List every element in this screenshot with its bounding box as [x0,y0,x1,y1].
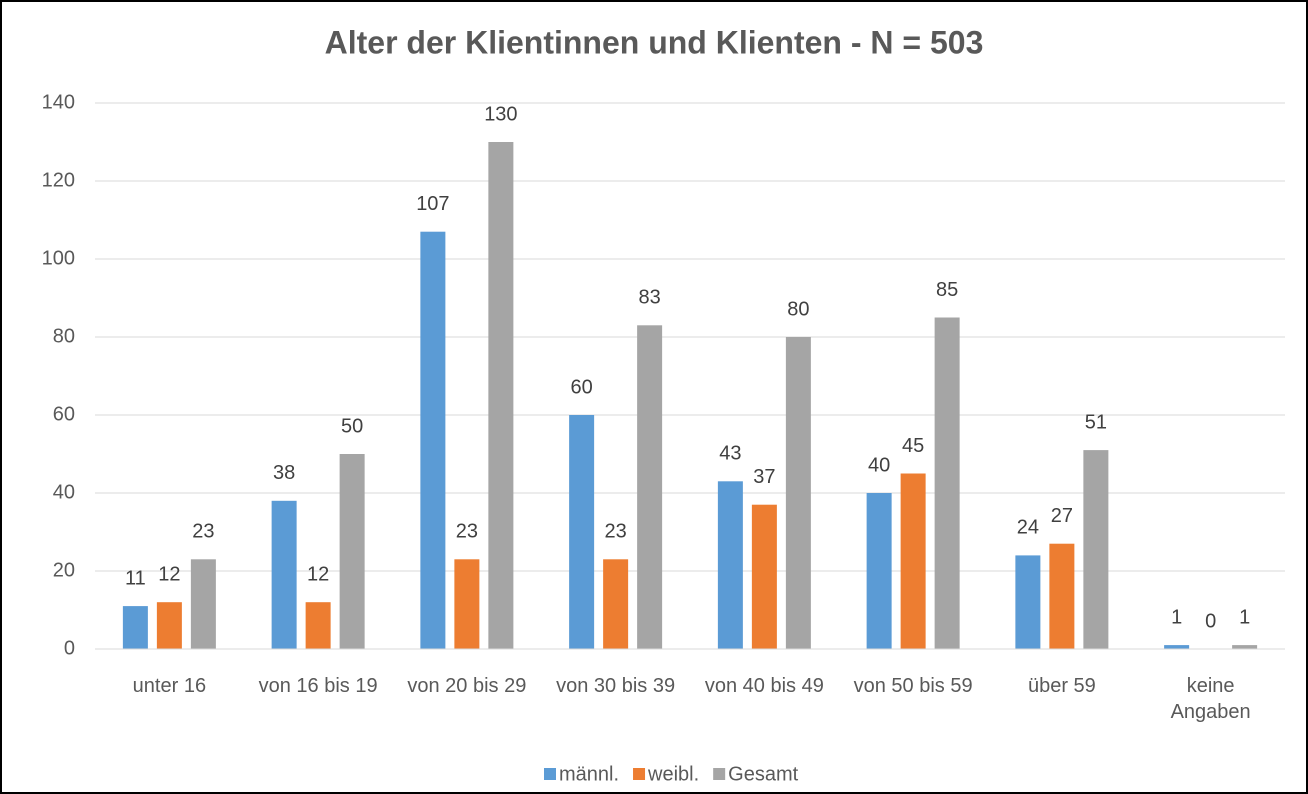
y-tick-label: 60 [53,403,75,425]
bar [637,325,663,649]
bar [1164,645,1190,649]
data-label: 45 [902,435,924,457]
data-label: 85 [936,279,958,301]
bar [900,473,926,649]
x-tick-label: von 30 bis 39 [556,675,676,697]
x-tick-label: über 59 [1027,675,1096,697]
bar [569,415,595,649]
bar [603,559,629,649]
bar [420,231,446,649]
data-label: 51 [1085,411,1107,433]
y-tick-label: 120 [42,169,75,191]
data-label: 0 [1205,610,1216,632]
bar [934,317,960,649]
data-label: 83 [639,287,661,309]
bar [1015,555,1041,649]
bar [454,559,480,649]
bar [785,337,811,649]
legend-label: männl. [559,763,619,785]
bar [717,481,743,649]
data-label: 11 [125,567,146,589]
data-label: 50 [341,415,363,437]
x-tick-label: keine Angaben [1170,675,1251,723]
data-label: 37 [753,466,775,488]
bar [122,606,148,649]
data-label: 1 [1239,606,1250,628]
bar [271,500,297,649]
y-tick-label: 40 [53,481,75,503]
y-tick-label: 100 [42,247,75,269]
data-label: 80 [787,298,809,320]
y-tick-label: 20 [53,559,75,581]
data-label: 43 [719,443,741,465]
data-label: 130 [484,103,517,125]
data-label: 23 [192,521,214,543]
data-label: 40 [868,454,890,476]
x-tick-label: unter 16 [132,675,207,697]
data-label: 27 [1051,505,1073,527]
data-label: 60 [571,376,593,398]
legend-swatch [544,768,556,780]
data-label: 12 [307,563,329,585]
bar [305,602,331,649]
chart-title: Alter der Klientinnen und Klienten - N =… [325,24,984,60]
data-label: 23 [605,521,627,543]
bar [751,504,777,649]
data-label: 107 [416,193,449,215]
data-label: 23 [456,521,478,543]
y-tick-label: 140 [42,91,75,113]
y-tick-label: 0 [64,637,75,659]
bar [488,142,514,649]
bar [1232,645,1258,649]
legend-swatch [713,768,726,780]
bar [339,454,365,649]
legend-swatch [633,768,646,780]
x-tick-label: von 16 bis 19 [258,675,378,697]
data-label: 1 [1171,606,1182,628]
bar [866,493,892,649]
data-label: 38 [273,462,295,484]
y-tick-label: 80 [53,325,75,347]
bar [156,602,182,649]
legend-label: weibl. [647,763,699,785]
x-tick-label: von 50 bis 59 [853,675,973,697]
data-label: 12 [158,563,180,585]
bar [1049,543,1075,649]
x-tick-label: von 40 bis 49 [704,675,824,697]
bar [1083,450,1109,649]
data-label: 24 [1017,517,1039,539]
legend-label: Gesamt [728,763,798,785]
bar [190,559,216,649]
x-tick-label: von 20 bis 29 [407,675,527,697]
